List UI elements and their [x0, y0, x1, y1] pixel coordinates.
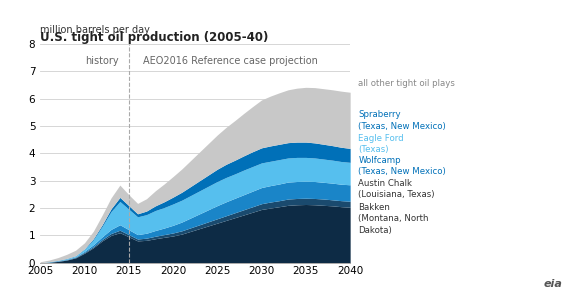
Text: Bakken
(Montana, North
Dakota): Bakken (Montana, North Dakota): [359, 204, 429, 234]
Text: Austin Chalk
(Louisiana, Texas): Austin Chalk (Louisiana, Texas): [359, 179, 435, 199]
Text: all other tight oil plays: all other tight oil plays: [359, 79, 455, 88]
Text: eia: eia: [544, 279, 563, 289]
Text: Eagle Ford
(Texas): Eagle Ford (Texas): [359, 134, 404, 154]
Text: Spraberry
(Texas, New Mexico): Spraberry (Texas, New Mexico): [359, 110, 446, 131]
Text: history: history: [86, 56, 119, 66]
Text: AEO2016 Reference case projection: AEO2016 Reference case projection: [143, 56, 318, 66]
Text: U.S. tight oil production (2005-40): U.S. tight oil production (2005-40): [40, 31, 269, 44]
Text: million barrels per day: million barrels per day: [40, 25, 150, 35]
Text: Wolfcamp
(Texas, New Mexico): Wolfcamp (Texas, New Mexico): [359, 156, 446, 176]
